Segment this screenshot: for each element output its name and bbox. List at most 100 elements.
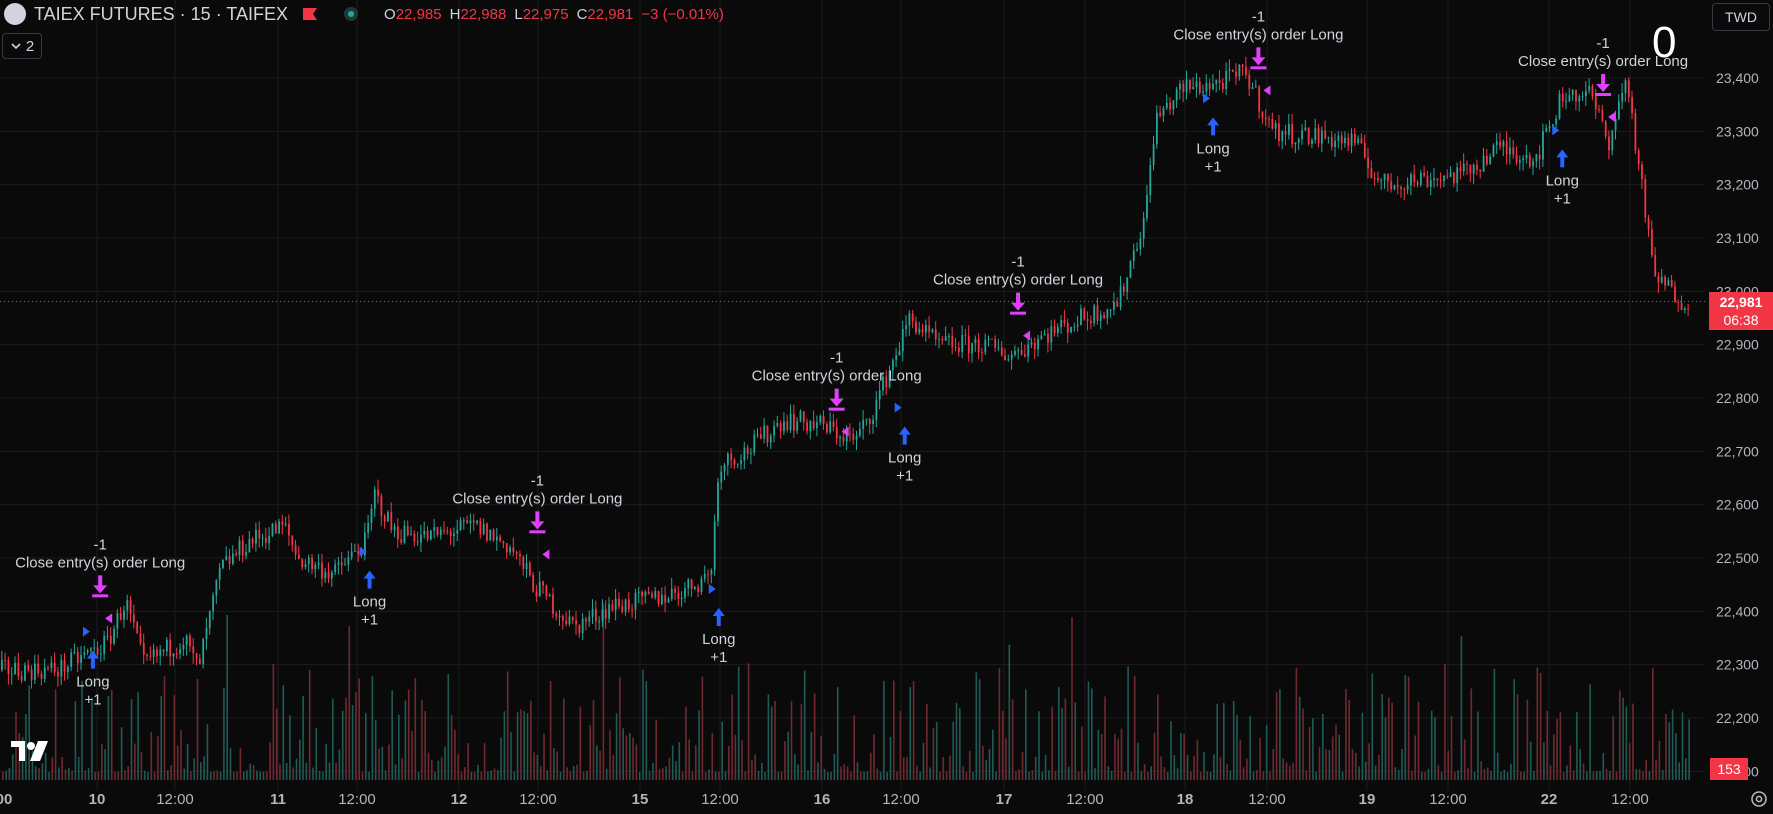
candle-body — [426, 530, 429, 540]
volume-bar — [434, 771, 436, 780]
volume-bar — [1351, 748, 1354, 780]
volume-bar — [1242, 767, 1245, 780]
volume-bar — [358, 678, 360, 780]
volume-bar — [1569, 745, 1572, 780]
candle-body — [1185, 79, 1188, 92]
market-status-icon[interactable] — [344, 7, 359, 21]
candle-body — [1136, 248, 1138, 251]
volume-bar — [784, 741, 786, 780]
volume-bar — [388, 744, 390, 780]
candle-body — [591, 608, 594, 617]
volume-bar — [586, 771, 588, 780]
volume-bar — [167, 770, 169, 780]
symbol-title[interactable]: TAIEX FUTURES · 15 · TAIFEX — [34, 3, 289, 24]
volume-bar — [1599, 771, 1601, 780]
volume-bar — [127, 766, 129, 780]
candle-body — [1585, 90, 1587, 97]
candle-body — [189, 635, 191, 647]
volume-bar — [1605, 768, 1608, 780]
exit-label: Close entry(s) order Long — [15, 554, 185, 571]
candle-body — [413, 533, 416, 542]
volume-bar — [1411, 770, 1413, 780]
volume-bar — [1678, 762, 1680, 780]
candle-body — [997, 347, 1000, 349]
price-tick-label: 23,200 — [1716, 177, 1759, 193]
volume-bar — [104, 749, 106, 780]
flag-icon[interactable] — [302, 7, 318, 21]
ohlc-values: O 22,985 H 22,988 L 22,975 C 22,981 −3 (−0.0… — [384, 6, 724, 23]
candle-body — [1558, 93, 1561, 119]
candle-body — [954, 346, 957, 348]
candle-body — [486, 523, 488, 541]
candle-body — [142, 643, 145, 655]
volume-bar — [1015, 771, 1017, 780]
volume-bar — [325, 743, 327, 780]
volume-bar — [114, 771, 116, 780]
candle-body — [1324, 130, 1327, 138]
candle-body — [235, 553, 238, 556]
candle-body — [261, 537, 264, 539]
candle-body — [816, 422, 818, 429]
position-size: 0 — [1652, 18, 1677, 67]
volume-bar — [1681, 712, 1684, 780]
volume-bar — [1391, 702, 1393, 780]
volume-bar — [262, 771, 265, 780]
candle-body — [73, 651, 76, 653]
candle-body — [14, 662, 16, 674]
volume-bar — [1364, 761, 1367, 780]
volume-bar — [794, 754, 796, 780]
volume-bar — [916, 765, 918, 780]
volume-bar — [1289, 765, 1291, 780]
entry-label: Long — [76, 674, 109, 691]
volume-bar — [1100, 733, 1103, 780]
candle-body — [1456, 167, 1459, 184]
currency-button[interactable]: TWD — [1712, 3, 1770, 31]
candle-body — [1647, 217, 1650, 230]
volume-bar — [1322, 713, 1324, 780]
volume-bar — [638, 771, 641, 780]
candle-body — [1132, 250, 1135, 262]
volume-bar — [365, 713, 367, 780]
volume-bar — [351, 705, 354, 780]
candle-body — [1410, 174, 1412, 186]
candle-body — [350, 551, 353, 558]
candle-body — [1528, 155, 1531, 167]
volume-bar — [1087, 681, 1090, 780]
time-tick-label: 12:00 — [1248, 791, 1286, 808]
volume-bar — [431, 759, 433, 780]
volume-bar — [216, 770, 219, 780]
volume-bar — [81, 680, 83, 780]
price-tick-label: 22,600 — [1716, 497, 1759, 513]
tradingview-logo[interactable] — [10, 738, 50, 764]
volume-bar — [289, 715, 291, 780]
price-tick-label: 22,300 — [1716, 657, 1759, 673]
entry-label: Long — [353, 594, 386, 611]
candle-body — [931, 329, 934, 333]
candle-body — [977, 339, 980, 352]
indicators-toggle-button[interactable]: 2 — [2, 33, 42, 59]
settings-gear-icon[interactable] — [1748, 788, 1770, 810]
entry-qty: +1 — [361, 612, 378, 629]
volume-bar — [58, 767, 60, 780]
candle-body — [944, 336, 947, 341]
candle-body — [1680, 302, 1683, 310]
volume-bar — [965, 771, 968, 780]
volume-bar — [1186, 755, 1189, 780]
candle-body — [1542, 131, 1544, 160]
volume-bar — [797, 764, 799, 780]
candle-body — [628, 599, 630, 610]
volume-bar — [1671, 709, 1674, 780]
exit-flag-icon — [105, 613, 113, 624]
volume-bar — [1104, 696, 1106, 780]
exit-bar — [1250, 66, 1267, 70]
candle-body — [1406, 185, 1409, 190]
volume-bar — [506, 671, 509, 780]
candle-body — [192, 646, 195, 654]
volume-bar — [1473, 771, 1476, 780]
volume-bar — [526, 713, 529, 780]
candle-body — [139, 633, 142, 644]
candle-body — [1522, 158, 1525, 161]
volume-bar — [183, 768, 186, 780]
volume-bar — [721, 721, 723, 780]
